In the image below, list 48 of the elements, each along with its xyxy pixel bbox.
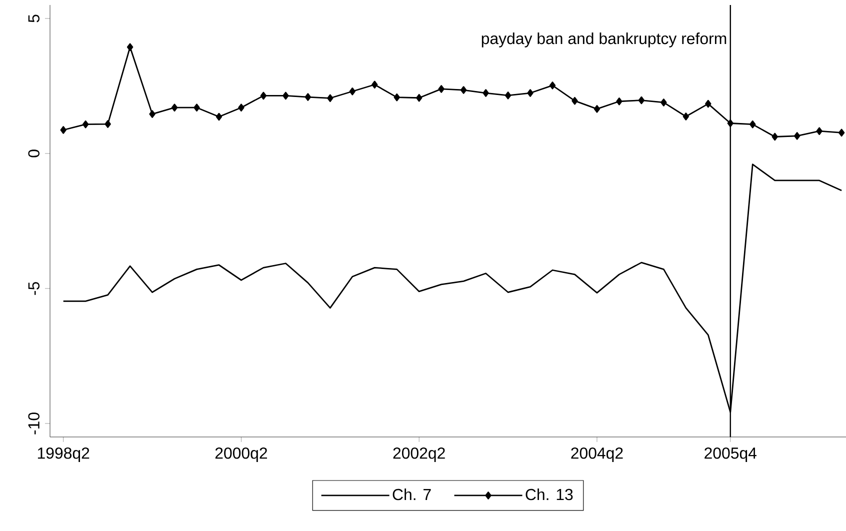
legend-label: Ch. 13 (526, 488, 573, 500)
ref-line-label: payday ban and bankruptcy reform (482, 32, 726, 48)
point (194, 104, 200, 112)
point (416, 94, 422, 102)
point (460, 86, 467, 94)
point (126, 43, 134, 52)
point (216, 112, 222, 121)
point (660, 98, 667, 106)
point (82, 120, 89, 128)
point (438, 85, 444, 93)
point (327, 94, 334, 102)
point (682, 112, 690, 120)
y-tick-label: -5 (28, 282, 40, 295)
point (572, 96, 578, 105)
point (149, 110, 156, 118)
point (772, 132, 778, 141)
point (260, 92, 267, 100)
point (60, 126, 66, 134)
point (794, 132, 800, 140)
point (549, 82, 556, 90)
point (104, 120, 111, 128)
point (238, 104, 244, 112)
point (838, 128, 845, 137)
point (171, 104, 178, 112)
x-tick-label: 2002q2 (393, 448, 445, 462)
x-tick-label: 1998q2 (38, 448, 90, 462)
point (638, 96, 645, 104)
legend-label: Ch. 7 (392, 488, 431, 500)
point (349, 87, 356, 96)
y-tick-label: -10 (28, 412, 40, 434)
point (372, 80, 378, 89)
point (304, 93, 312, 101)
point (504, 92, 512, 100)
x-tick-label: 2005q4 (704, 448, 756, 462)
point (527, 89, 534, 97)
y-tick-label: 5 (28, 14, 40, 22)
point (394, 93, 400, 102)
x-tick-label: 2000q2 (215, 448, 268, 462)
point (594, 105, 600, 113)
x-tick-label: 2004q2 (571, 448, 623, 462)
point (750, 120, 756, 128)
point (816, 127, 822, 135)
point (705, 100, 712, 108)
point (727, 119, 734, 128)
point (482, 89, 489, 97)
point (282, 92, 289, 100)
point (616, 97, 622, 106)
y-tick-label: 0 (28, 150, 40, 158)
